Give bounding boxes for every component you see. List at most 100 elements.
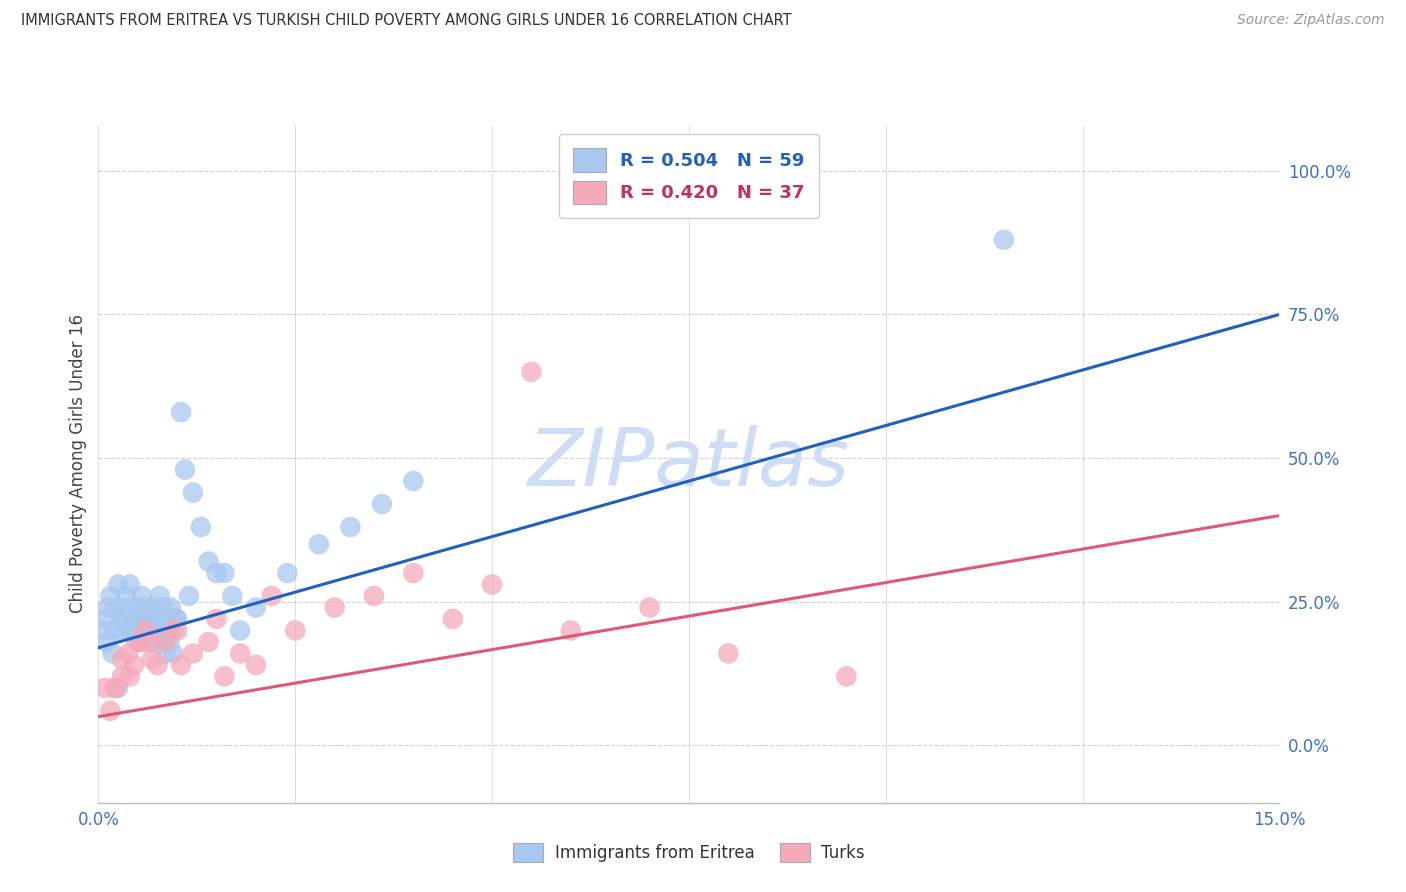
Point [98,589,121,603]
Point [162,624,184,638]
Point [146,657,169,672]
Point [181,485,204,500]
Point [245,657,267,672]
Point [197,554,219,568]
Point [103,681,125,695]
Point [402,566,425,580]
Point [127,600,149,615]
Point [166,624,188,638]
Text: Source: ZipAtlas.com: Source: ZipAtlas.com [1237,13,1385,28]
Point [135,600,157,615]
Point [156,624,179,638]
Point [197,635,219,649]
Point [165,612,187,626]
Point [111,624,134,638]
Point [152,600,174,615]
Point [308,537,330,551]
Point [103,624,125,638]
Point [717,647,740,661]
Point [155,635,177,649]
Point [117,600,139,615]
Point [115,589,138,603]
Point [363,589,385,603]
Point [104,681,127,695]
Point [141,600,163,615]
Point [132,612,155,626]
Point [205,566,228,580]
Point [214,669,236,683]
Point [111,652,134,666]
Point [131,635,153,649]
Point [481,577,503,591]
Point [138,612,160,626]
Text: ZIPatlas: ZIPatlas [527,425,851,503]
Point [155,612,177,626]
Point [221,589,243,603]
Point [402,474,425,488]
Point [136,624,159,638]
Point [170,405,193,419]
Point [110,612,132,626]
Point [128,624,150,638]
Point [150,635,173,649]
Point [128,635,150,649]
Point [284,624,307,638]
Point [107,681,129,695]
Point [174,462,197,476]
Point [835,669,858,683]
Point [276,566,298,580]
Point [170,657,193,672]
Point [181,647,204,661]
Point [93,612,115,626]
Point [520,365,543,379]
Point [339,520,361,534]
Point [190,520,212,534]
Point [117,647,139,661]
Point [993,233,1015,247]
Point [245,600,267,615]
Point [146,624,169,638]
Point [101,647,124,661]
Point [229,624,252,638]
Point [160,600,183,615]
Point [111,669,134,683]
Point [214,566,236,580]
Point [155,647,177,661]
Point [229,647,252,661]
Point [121,624,143,638]
Point [135,624,157,638]
Point [157,635,180,649]
Point [143,612,166,626]
Point [96,635,118,649]
Y-axis label: Child Poverty Among Girls Under 16: Child Poverty Among Girls Under 16 [69,314,87,614]
Point [118,669,141,683]
Point [107,577,129,591]
Point [98,704,121,718]
Point [118,577,141,591]
Point [162,647,184,661]
Point [138,635,160,649]
Point [177,589,200,603]
Legend: R = 0.504   N = 59, R = 0.420   N = 37: R = 0.504 N = 59, R = 0.420 N = 37 [558,134,820,219]
Point [205,612,228,626]
Point [638,600,661,615]
Point [141,652,163,666]
Point [166,612,188,626]
Point [122,612,145,626]
Point [131,589,153,603]
Point [91,624,114,638]
Point [149,589,172,603]
Point [104,600,127,615]
Point [97,600,120,615]
Point [371,497,394,511]
Point [560,624,582,638]
Point [93,681,115,695]
Point [441,612,464,626]
Point [122,657,145,672]
Point [260,589,283,603]
Point [142,635,165,649]
Point [131,612,153,626]
Text: IMMIGRANTS FROM ERITREA VS TURKISH CHILD POVERTY AMONG GIRLS UNDER 16 CORRELATIO: IMMIGRANTS FROM ERITREA VS TURKISH CHILD… [21,13,792,29]
Point [112,612,135,626]
Point [125,635,148,649]
